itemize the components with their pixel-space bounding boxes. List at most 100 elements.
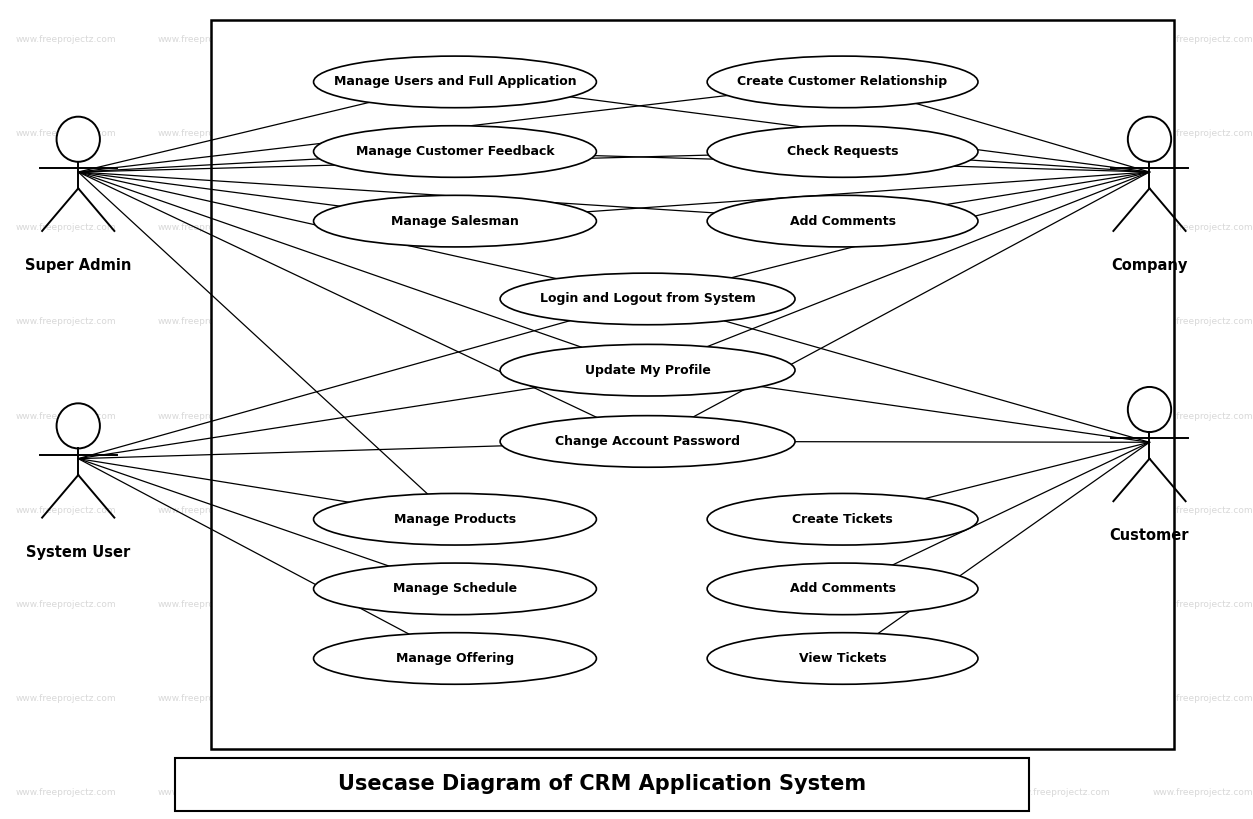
Text: System User: System User <box>26 545 130 559</box>
Ellipse shape <box>707 126 979 178</box>
Ellipse shape <box>500 344 794 396</box>
Ellipse shape <box>313 493 596 545</box>
Text: Manage Customer Feedback: Manage Customer Feedback <box>356 145 554 158</box>
Text: www.freeprojectz.com: www.freeprojectz.com <box>1153 695 1253 703</box>
Text: www.freeprojectz.com: www.freeprojectz.com <box>1153 412 1253 420</box>
Text: Login and Logout from System: Login and Logout from System <box>540 292 756 305</box>
Text: www.freeprojectz.com: www.freeprojectz.com <box>16 789 117 797</box>
FancyBboxPatch shape <box>211 20 1174 749</box>
Text: Change Account Password: Change Account Password <box>555 435 741 448</box>
Text: Update My Profile: Update My Profile <box>585 364 710 377</box>
Ellipse shape <box>707 563 979 614</box>
Text: www.freeprojectz.com: www.freeprojectz.com <box>1153 35 1253 43</box>
Text: www.freeprojectz.com: www.freeprojectz.com <box>1010 318 1110 326</box>
Ellipse shape <box>313 126 596 178</box>
Ellipse shape <box>56 116 100 162</box>
Text: www.freeprojectz.com: www.freeprojectz.com <box>584 35 684 43</box>
Text: Manage Salesman: Manage Salesman <box>391 215 519 228</box>
Text: www.freeprojectz.com: www.freeprojectz.com <box>868 506 969 514</box>
Text: www.freeprojectz.com: www.freeprojectz.com <box>16 35 117 43</box>
Text: www.freeprojectz.com: www.freeprojectz.com <box>442 695 543 703</box>
Text: www.freeprojectz.com: www.freeprojectz.com <box>442 506 543 514</box>
Text: www.freeprojectz.com: www.freeprojectz.com <box>725 695 827 703</box>
Text: www.freeprojectz.com: www.freeprojectz.com <box>299 412 401 420</box>
Text: www.freeprojectz.com: www.freeprojectz.com <box>584 789 684 797</box>
Text: www.freeprojectz.com: www.freeprojectz.com <box>158 600 258 609</box>
Text: www.freeprojectz.com: www.freeprojectz.com <box>158 506 258 514</box>
Text: Super Admin: Super Admin <box>25 258 132 273</box>
Text: www.freeprojectz.com: www.freeprojectz.com <box>299 224 401 232</box>
Text: www.freeprojectz.com: www.freeprojectz.com <box>442 129 543 138</box>
Ellipse shape <box>1128 387 1172 432</box>
Ellipse shape <box>313 563 596 614</box>
Text: Manage Schedule: Manage Schedule <box>393 582 517 595</box>
Text: Add Comments: Add Comments <box>789 215 896 228</box>
Text: www.freeprojectz.com: www.freeprojectz.com <box>1010 35 1110 43</box>
Text: Add Comments: Add Comments <box>789 582 896 595</box>
Text: www.freeprojectz.com: www.freeprojectz.com <box>1153 600 1253 609</box>
Text: www.freeprojectz.com: www.freeprojectz.com <box>299 129 401 138</box>
Text: www.freeprojectz.com: www.freeprojectz.com <box>299 789 401 797</box>
Text: www.freeprojectz.com: www.freeprojectz.com <box>1010 506 1110 514</box>
Text: www.freeprojectz.com: www.freeprojectz.com <box>442 600 543 609</box>
Text: www.freeprojectz.com: www.freeprojectz.com <box>725 412 827 420</box>
Ellipse shape <box>313 196 596 247</box>
Text: www.freeprojectz.com: www.freeprojectz.com <box>584 600 684 609</box>
Text: www.freeprojectz.com: www.freeprojectz.com <box>442 224 543 232</box>
Text: View Tickets: View Tickets <box>798 652 886 665</box>
FancyBboxPatch shape <box>174 758 1029 811</box>
Text: Check Requests: Check Requests <box>787 145 898 158</box>
Text: www.freeprojectz.com: www.freeprojectz.com <box>1010 600 1110 609</box>
Text: www.freeprojectz.com: www.freeprojectz.com <box>1010 129 1110 138</box>
Text: Create Customer Relationship: Create Customer Relationship <box>738 75 947 88</box>
Text: www.freeprojectz.com: www.freeprojectz.com <box>158 318 258 326</box>
Text: www.freeprojectz.com: www.freeprojectz.com <box>584 224 684 232</box>
Text: www.freeprojectz.com: www.freeprojectz.com <box>16 129 117 138</box>
Text: www.freeprojectz.com: www.freeprojectz.com <box>16 224 117 232</box>
Text: www.freeprojectz.com: www.freeprojectz.com <box>1010 412 1110 420</box>
Ellipse shape <box>707 56 979 107</box>
Text: www.freeprojectz.com: www.freeprojectz.com <box>1153 318 1253 326</box>
Text: www.freeprojectz.com: www.freeprojectz.com <box>442 35 543 43</box>
Text: www.freeprojectz.com: www.freeprojectz.com <box>1153 506 1253 514</box>
Text: www.freeprojectz.com: www.freeprojectz.com <box>584 412 684 420</box>
Text: www.freeprojectz.com: www.freeprojectz.com <box>16 412 117 420</box>
Text: www.freeprojectz.com: www.freeprojectz.com <box>868 318 969 326</box>
Text: Manage Products: Manage Products <box>393 513 516 526</box>
Ellipse shape <box>1128 116 1172 162</box>
Text: Manage Users and Full Application: Manage Users and Full Application <box>333 75 576 88</box>
Text: www.freeprojectz.com: www.freeprojectz.com <box>868 600 969 609</box>
Text: www.freeprojectz.com: www.freeprojectz.com <box>1010 695 1110 703</box>
Text: www.freeprojectz.com: www.freeprojectz.com <box>158 695 258 703</box>
Ellipse shape <box>707 196 979 247</box>
Text: www.freeprojectz.com: www.freeprojectz.com <box>584 695 684 703</box>
Text: www.freeprojectz.com: www.freeprojectz.com <box>16 318 117 326</box>
Text: Usecase Diagram of CRM Application System: Usecase Diagram of CRM Application Syste… <box>338 774 866 794</box>
Text: www.freeprojectz.com: www.freeprojectz.com <box>1010 789 1110 797</box>
Text: www.freeprojectz.com: www.freeprojectz.com <box>158 789 258 797</box>
Text: www.freeprojectz.com: www.freeprojectz.com <box>725 789 827 797</box>
Text: www.freeprojectz.com: www.freeprojectz.com <box>725 318 827 326</box>
Text: www.freeprojectz.com: www.freeprojectz.com <box>442 412 543 420</box>
Text: www.freeprojectz.com: www.freeprojectz.com <box>584 129 684 138</box>
Text: www.freeprojectz.com: www.freeprojectz.com <box>725 35 827 43</box>
Ellipse shape <box>707 632 979 685</box>
Text: www.freeprojectz.com: www.freeprojectz.com <box>16 600 117 609</box>
Text: www.freeprojectz.com: www.freeprojectz.com <box>868 35 969 43</box>
Text: Company: Company <box>1111 258 1188 273</box>
Text: www.freeprojectz.com: www.freeprojectz.com <box>868 129 969 138</box>
Text: www.freeprojectz.com: www.freeprojectz.com <box>1153 789 1253 797</box>
Text: www.freeprojectz.com: www.freeprojectz.com <box>725 600 827 609</box>
Text: www.freeprojectz.com: www.freeprojectz.com <box>442 318 543 326</box>
Text: www.freeprojectz.com: www.freeprojectz.com <box>1010 224 1110 232</box>
Text: Manage Offering: Manage Offering <box>396 652 514 665</box>
Text: www.freeprojectz.com: www.freeprojectz.com <box>725 129 827 138</box>
Text: Create Tickets: Create Tickets <box>792 513 893 526</box>
Text: www.freeprojectz.com: www.freeprojectz.com <box>16 695 117 703</box>
Text: www.freeprojectz.com: www.freeprojectz.com <box>725 506 827 514</box>
Text: www.freeprojectz.com: www.freeprojectz.com <box>158 224 258 232</box>
Text: www.freeprojectz.com: www.freeprojectz.com <box>868 789 969 797</box>
Text: www.freeprojectz.com: www.freeprojectz.com <box>158 129 258 138</box>
Text: www.freeprojectz.com: www.freeprojectz.com <box>299 35 401 43</box>
Text: www.freeprojectz.com: www.freeprojectz.com <box>868 224 969 232</box>
